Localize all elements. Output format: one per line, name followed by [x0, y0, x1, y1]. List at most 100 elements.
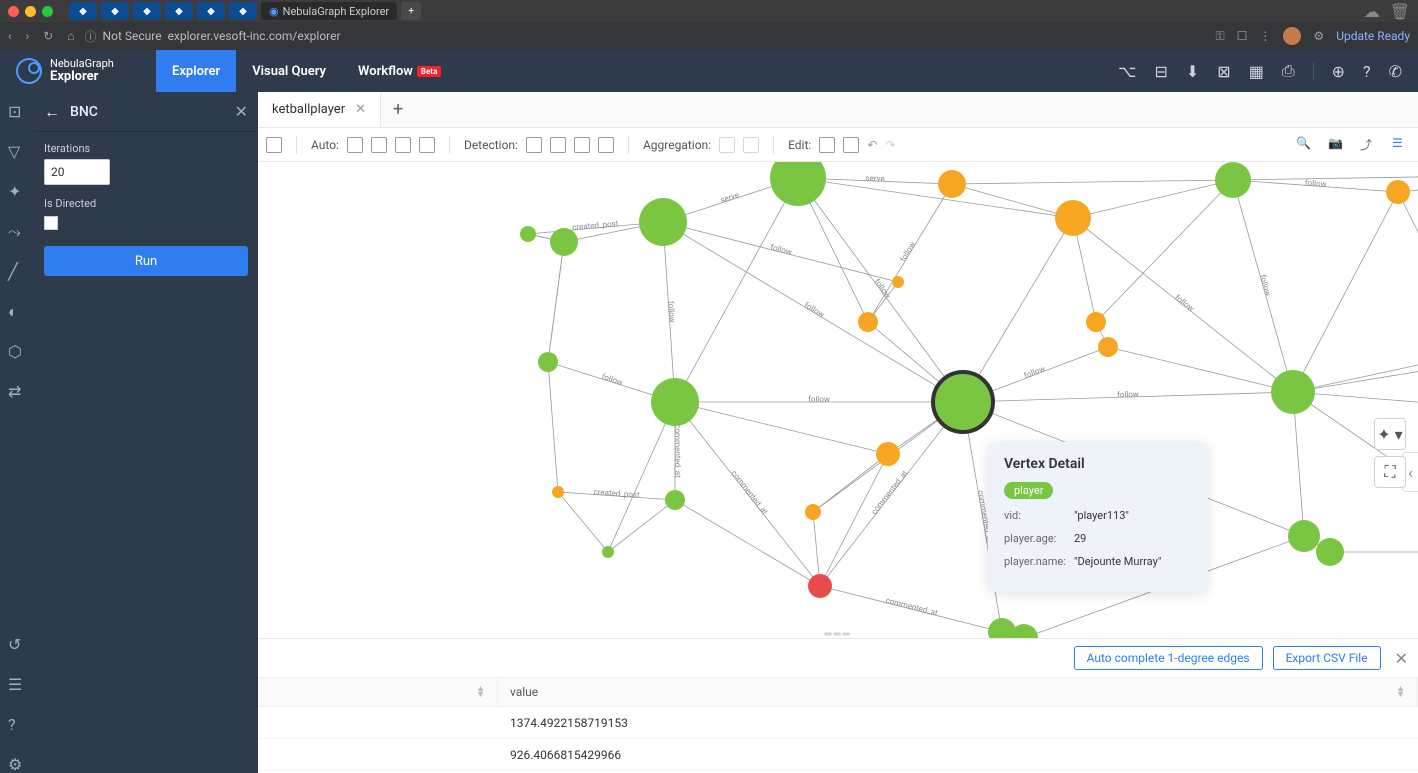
graph-node[interactable] — [770, 162, 826, 206]
search-icon[interactable]: ⊡ — [8, 102, 26, 120]
layout-icon[interactable]: ▦ — [1249, 62, 1264, 81]
settings-rail-icon[interactable]: ⚙ — [8, 755, 26, 773]
tab-workflow[interactable]: Workflow Beta — [342, 50, 457, 92]
key-icon[interactable]: ⚿ — [1216, 29, 1225, 44]
agg-icon[interactable] — [743, 137, 759, 153]
help-rail-icon[interactable]: ? — [8, 715, 26, 733]
graph-node[interactable] — [1386, 180, 1410, 204]
browser-tab[interactable]: ◆ — [69, 2, 97, 20]
cancel-icon[interactable]: ⊠ — [1217, 62, 1230, 81]
url-text[interactable]: explorer.vesoft-inc.com/explorer — [168, 29, 341, 43]
camera-icon[interactable]: 📷 — [1328, 136, 1346, 154]
redo-icon[interactable]: ↷ — [885, 138, 895, 152]
undo-icon[interactable]: ↶ — [867, 138, 877, 152]
line-icon[interactable]: ╱ — [8, 262, 26, 280]
tab-explorer[interactable]: Explorer — [156, 50, 236, 92]
mac-max[interactable] — [42, 6, 53, 17]
auto-fit-icon[interactable] — [347, 137, 363, 153]
detect-cut-icon[interactable] — [550, 137, 566, 153]
avatar[interactable] — [1283, 27, 1301, 45]
run-button[interactable]: Run — [44, 246, 248, 276]
detect-diamond-icon[interactable] — [574, 137, 590, 153]
info-icon[interactable]: ⓘ — [85, 28, 97, 45]
agg-icon[interactable] — [719, 137, 735, 153]
graph-node[interactable] — [520, 226, 536, 242]
graph-node[interactable] — [892, 276, 904, 288]
new-tab[interactable]: + — [401, 2, 421, 20]
minimap-icon[interactable]: ✦ ▾ — [1374, 418, 1406, 450]
table-row[interactable]: 926.4066815429966 — [258, 739, 1418, 771]
table-col-value[interactable]: value ▲▼ — [498, 678, 1418, 706]
download-icon[interactable]: ⬇ — [1186, 62, 1199, 81]
graph-node[interactable] — [1215, 162, 1251, 198]
table-col-sort[interactable]: ▲▼ — [258, 678, 498, 706]
graph-node[interactable] — [550, 228, 578, 256]
reload-icon[interactable]: ↻ — [43, 29, 53, 43]
auto-layout-icon[interactable] — [371, 137, 387, 153]
graph-node[interactable] — [552, 486, 564, 498]
graph-node[interactable] — [938, 170, 966, 198]
browser-tab[interactable]: ◆ — [229, 2, 257, 20]
graph-node[interactable] — [1316, 538, 1344, 566]
path-icon[interactable]: ⤳ — [8, 222, 26, 240]
graph-node[interactable] — [858, 312, 878, 332]
list-icon[interactable]: ☰ — [8, 675, 26, 693]
graph-node[interactable] — [665, 490, 685, 510]
auto-expand-icon[interactable] — [395, 137, 411, 153]
settings-icon[interactable]: ⚙ — [1313, 29, 1324, 43]
graph-node[interactable] — [1098, 337, 1118, 357]
graph-node[interactable] — [538, 352, 558, 372]
edit-link-icon[interactable] — [843, 137, 859, 153]
add-space-tab[interactable]: + — [381, 99, 415, 120]
filter-icon[interactable]: ▽ — [8, 142, 26, 160]
panel-close-icon[interactable]: ✕ — [235, 102, 248, 121]
detect-cluster-icon[interactable] — [598, 137, 614, 153]
export-icon[interactable]: ⤴ — [1360, 136, 1378, 154]
history-icon[interactable]: ↺ — [8, 635, 26, 653]
space-tab-close-icon[interactable]: ✕ — [355, 102, 366, 117]
phone-icon[interactable]: ✆ — [1389, 62, 1402, 81]
graph-canvas[interactable]: serveservefollowfollowfollowservecreated… — [258, 162, 1418, 638]
trash-icon[interactable]: 🗑 — [1390, 2, 1410, 21]
graph-node[interactable] — [1271, 370, 1315, 414]
browser-tab[interactable]: ◆ — [197, 2, 225, 20]
tool-icon[interactable] — [266, 137, 282, 153]
print-icon[interactable]: ⎙ — [1282, 61, 1295, 81]
auto-complete-button[interactable]: Auto complete 1-degree edges — [1074, 646, 1263, 670]
workflow-icon[interactable]: ⇄ — [8, 382, 26, 400]
resize-handle[interactable]: ═══ — [258, 630, 1418, 638]
tree-icon[interactable]: ⊟ — [1154, 62, 1167, 81]
browser-tab[interactable]: ◆ — [101, 2, 129, 20]
lasso-icon[interactable]: ◐ — [8, 302, 26, 320]
home-icon[interactable]: ⌂ — [67, 29, 74, 43]
mac-min[interactable] — [25, 6, 36, 17]
graph-node[interactable] — [1055, 200, 1091, 236]
is-directed-checkbox[interactable] — [44, 216, 58, 230]
graph-node[interactable] — [933, 372, 993, 432]
export-csv-button[interactable]: Export CSV File — [1273, 646, 1381, 670]
graph-node[interactable] — [1288, 520, 1320, 552]
close-results-icon[interactable]: ✕ — [1395, 649, 1408, 668]
fullscreen-icon[interactable]: ⛶ — [1374, 456, 1406, 488]
graph-node[interactable] — [651, 378, 699, 426]
mac-close[interactable] — [8, 6, 19, 17]
menu-icon[interactable]: ⋮ — [1259, 29, 1271, 43]
expand-icon[interactable]: ✦ — [8, 182, 26, 200]
graph-node[interactable] — [1086, 312, 1106, 332]
auto-collapse-icon[interactable] — [419, 137, 435, 153]
help-icon[interactable]: ? — [1363, 62, 1371, 81]
graph-node[interactable] — [602, 546, 614, 558]
graph-node[interactable] — [639, 198, 687, 246]
graph-node[interactable] — [805, 504, 821, 520]
panel-back-icon[interactable]: ← — [44, 102, 60, 122]
browser-tab-active[interactable]: ◉ NebulaGraph Explorer — [261, 2, 397, 20]
search-canvas-icon[interactable]: 🔍 — [1296, 136, 1314, 154]
detect-circle-icon[interactable] — [526, 137, 542, 153]
list-toggle-icon[interactable]: ☰ — [1392, 136, 1410, 154]
update-ready[interactable]: Update Ready — [1336, 29, 1410, 43]
globe-icon[interactable]: ⊕ — [1332, 62, 1345, 81]
graph-node[interactable] — [876, 442, 900, 466]
iterations-input[interactable] — [44, 159, 110, 185]
edit-add-icon[interactable] — [819, 137, 835, 153]
tab-visual-query[interactable]: Visual Query — [236, 50, 342, 92]
